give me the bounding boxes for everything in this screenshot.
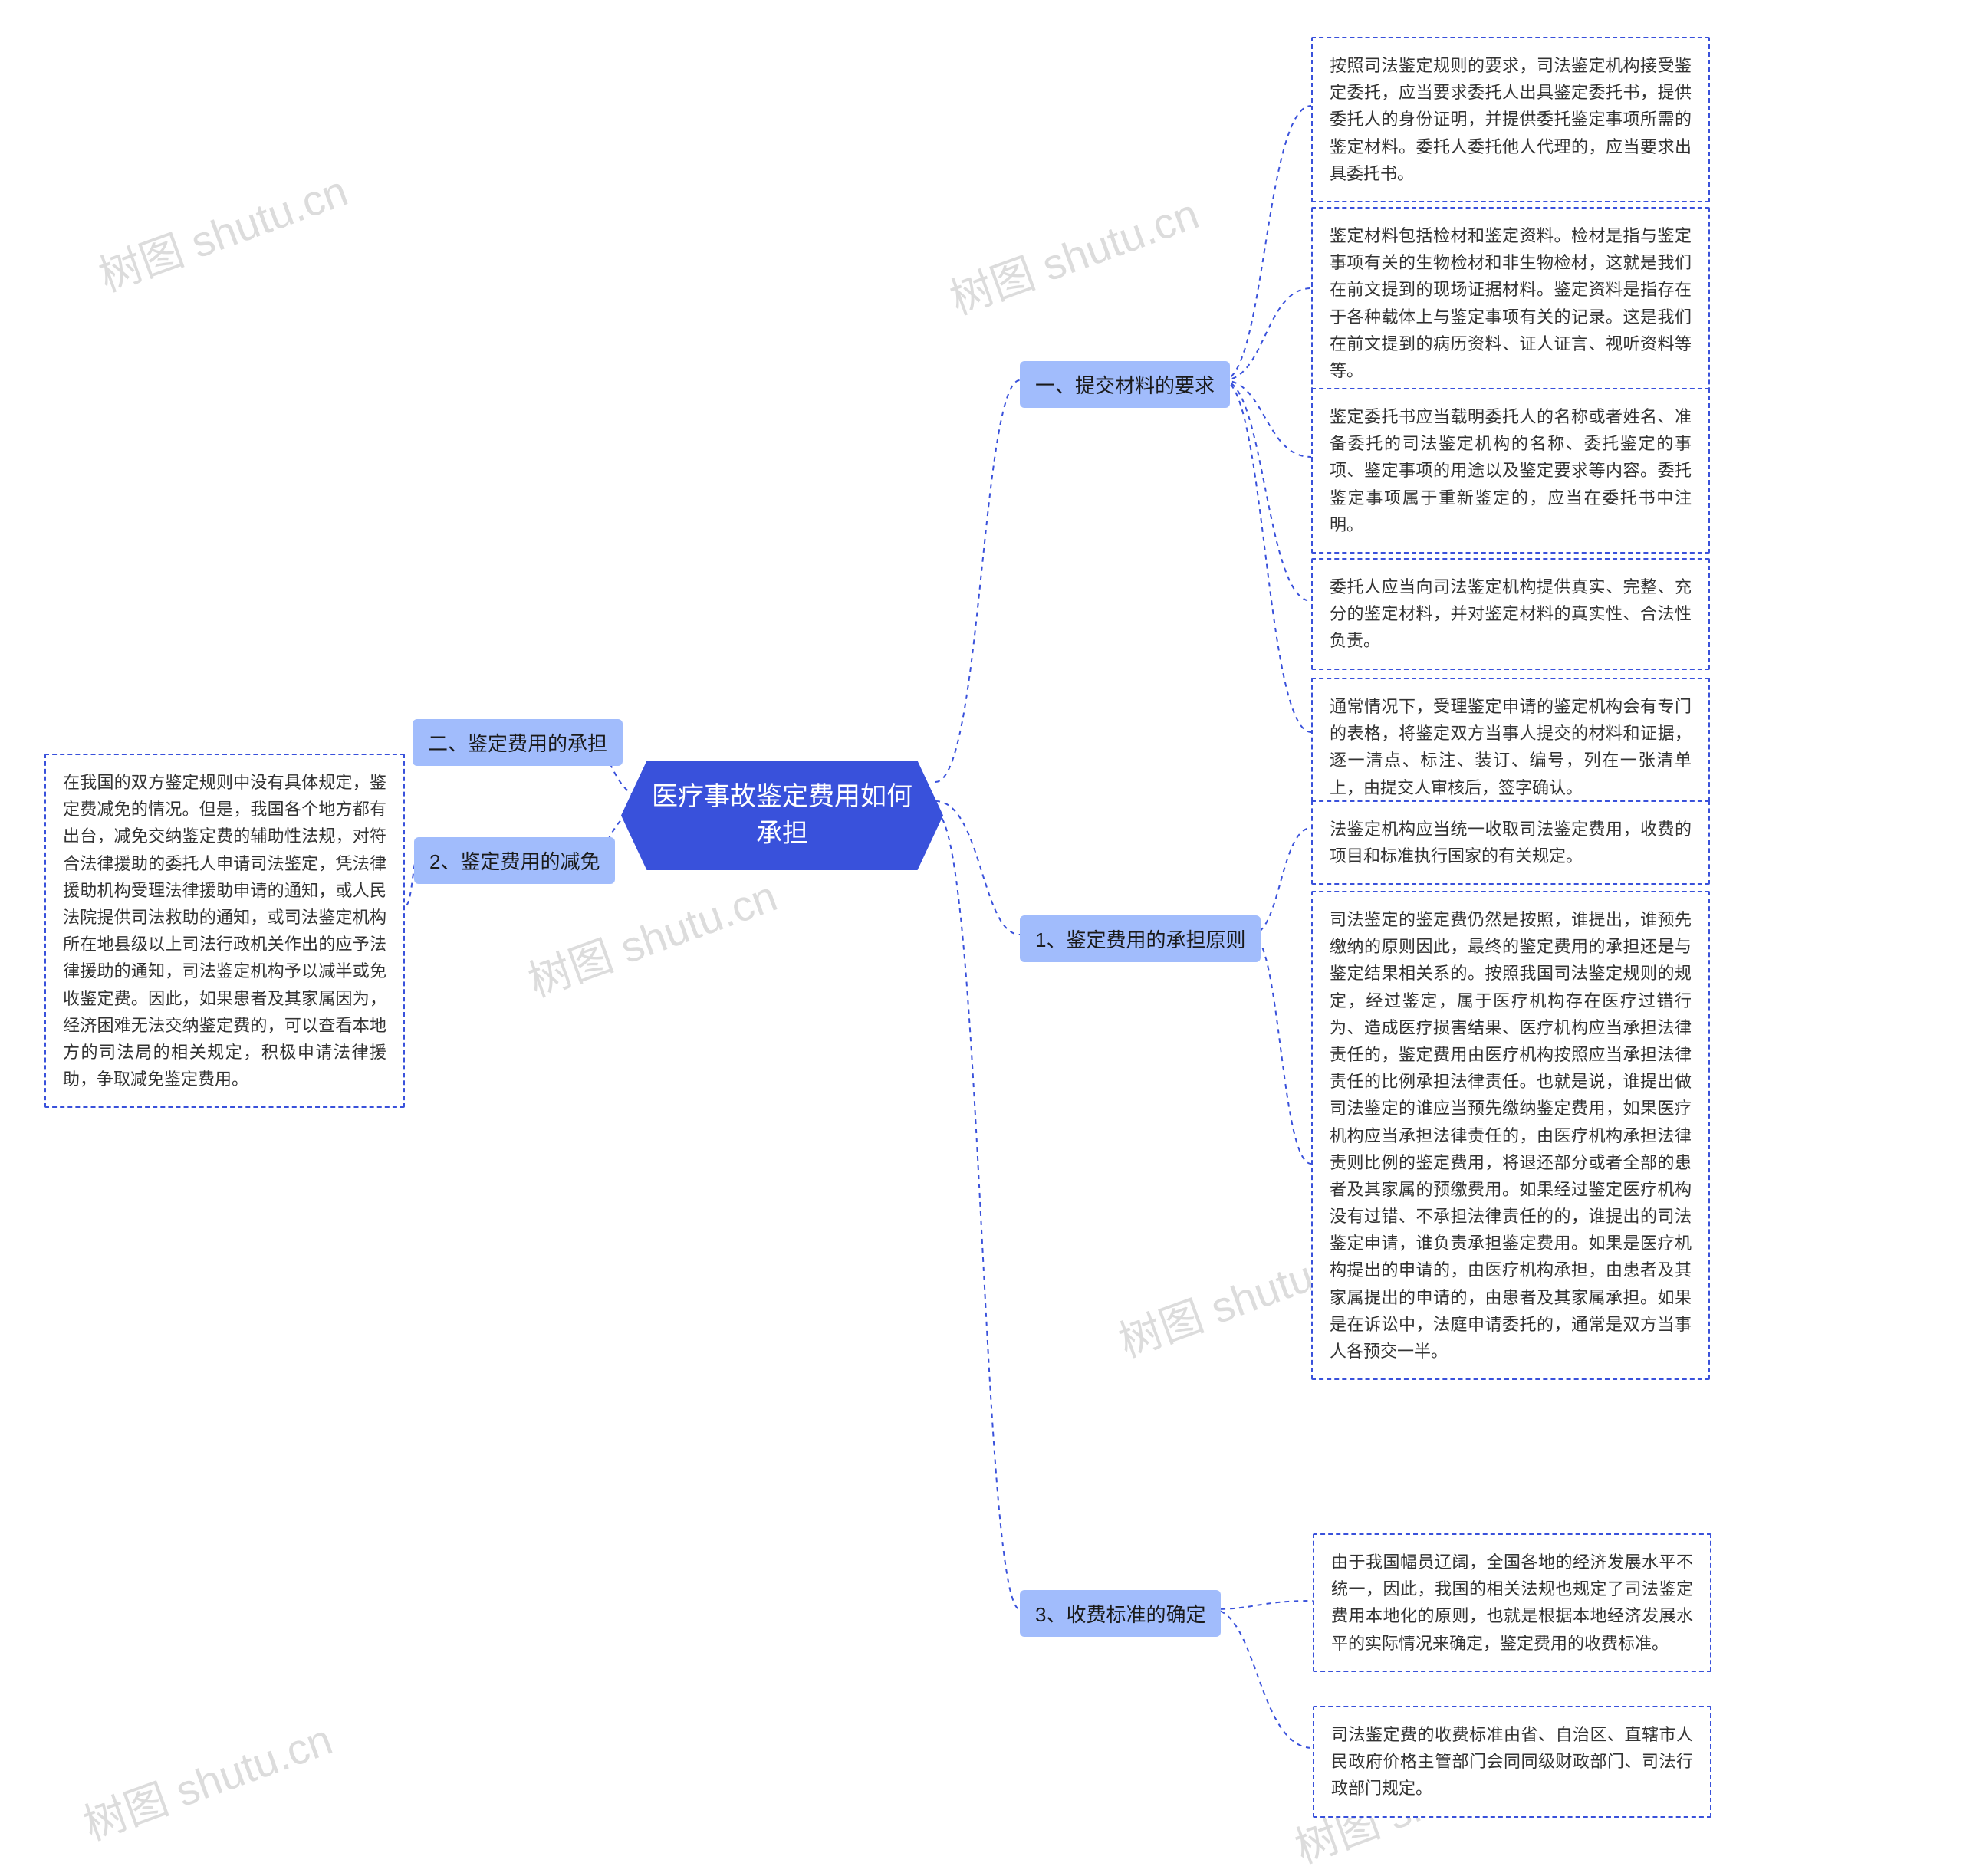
leaf-r2-1: 法鉴定机构应当统一收取司法鉴定费用，收费的项目和标准执行国家的有关规定。 — [1311, 800, 1710, 885]
root-node: 医疗事故鉴定费用如何承担 — [621, 761, 943, 870]
watermark: 树图 shutu.cn — [518, 862, 784, 1009]
leaf-r1-5: 通常情况下，受理鉴定申请的鉴定机构会有专门的表格，将鉴定双方当事人提交的材料和证… — [1311, 678, 1710, 816]
leaf-r1-2: 鉴定材料包括检材和鉴定资料。检材是指与鉴定事项有关的生物检材和非生物检材，这就是… — [1311, 207, 1710, 399]
branch-fee-standard: 3、收费标准的确定 — [1020, 1590, 1221, 1637]
leaf-r1-4: 委托人应当向司法鉴定机构提供真实、完整、充分的鉴定材料，并对鉴定材料的真实性、合… — [1311, 558, 1710, 670]
leaf-r1-3: 鉴定委托书应当载明委托人的名称或者姓名、准备委托的司法鉴定机构的名称、委托鉴定的… — [1311, 388, 1710, 554]
watermark: 树图 shutu.cn — [74, 1705, 340, 1852]
branch-material-requirements: 一、提交材料的要求 — [1020, 361, 1230, 408]
branch-fee-principle: 1、鉴定费用的承担原则 — [1020, 915, 1261, 962]
watermark: 树图 shutu.cn — [940, 179, 1206, 327]
watermark: 树图 shutu.cn — [89, 156, 355, 304]
leaf-r1-1: 按照司法鉴定规则的要求，司法鉴定机构接受鉴定委托，应当要求委托人出具鉴定委托书，… — [1311, 37, 1710, 202]
leaf-r3-1: 由于我国幅员辽阔，全国各地的经济发展水平不统一，因此，我国的相关法规也规定了司法… — [1313, 1533, 1711, 1672]
leaf-reduction-detail: 在我国的双方鉴定规则中没有具体规定，鉴定费减免的情况。但是，我国各个地方都有出台… — [44, 754, 405, 1108]
branch-fee-responsibility: 二、鉴定费用的承担 — [413, 719, 623, 766]
leaf-r2-2: 司法鉴定的鉴定费仍然是按照，谁提出，谁预先缴纳的原则因此，最终的鉴定费用的承担还… — [1311, 891, 1710, 1380]
branch-fee-reduction: 2、鉴定费用的减免 — [414, 837, 615, 884]
leaf-r3-2: 司法鉴定费的收费标准由省、自治区、直辖市人民政府价格主管部门会同同级财政部门、司… — [1313, 1706, 1711, 1818]
